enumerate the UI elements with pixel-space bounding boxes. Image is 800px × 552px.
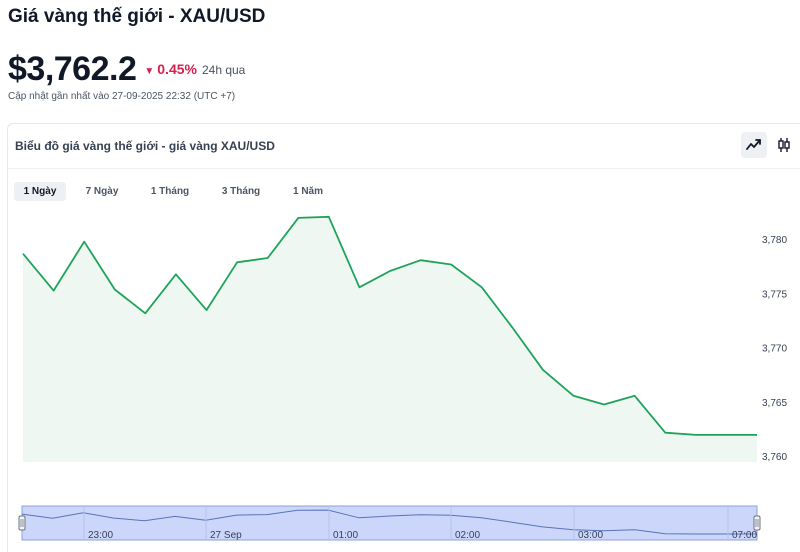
line-chart-icon — [746, 139, 761, 150]
chart-title: Biểu đồ giá vàng thế giới - giá vàng XAU… — [15, 139, 275, 153]
range-7-days[interactable]: 7 Ngày — [85, 186, 119, 197]
candlestick-icon — [778, 138, 790, 152]
page-title: Giá vàng thế giới - XAU/USD — [8, 6, 266, 27]
range-1-year[interactable]: 1 Năm — [292, 186, 323, 197]
chart-card: Biểu đồ giá vàng thế giới - giá vàng XAU… — [7, 123, 800, 552]
range-1-month[interactable]: 1 Tháng — [150, 186, 190, 197]
time-range-tabs: 1 Ngày 7 Ngày 1 Tháng 3 Tháng 1 Năm — [14, 182, 336, 201]
price-change-period: 24h qua — [201, 63, 246, 77]
current-price: $3,762.2 — [8, 50, 137, 88]
range-3-months[interactable]: 3 Tháng — [221, 186, 261, 197]
navigator-left-handle[interactable] — [18, 515, 26, 531]
candlestick-chart-button[interactable] — [771, 132, 797, 158]
navigator-right-handle[interactable] — [753, 515, 761, 531]
down-arrow-icon: ▼ — [144, 66, 155, 77]
last-updated: Cập nhật gần nhất vào 27-09-2025 22:32 (… — [8, 91, 236, 102]
range-1-day[interactable]: 1 Ngày — [14, 182, 66, 201]
line-chart-button[interactable] — [741, 132, 767, 158]
price-row: $3,762.2 ▼ 0.45% 24h qua — [8, 50, 245, 90]
chart-type-toggle — [741, 132, 800, 160]
card-header-divider — [8, 168, 800, 169]
price-change-percent: 0.45% — [157, 61, 197, 77]
